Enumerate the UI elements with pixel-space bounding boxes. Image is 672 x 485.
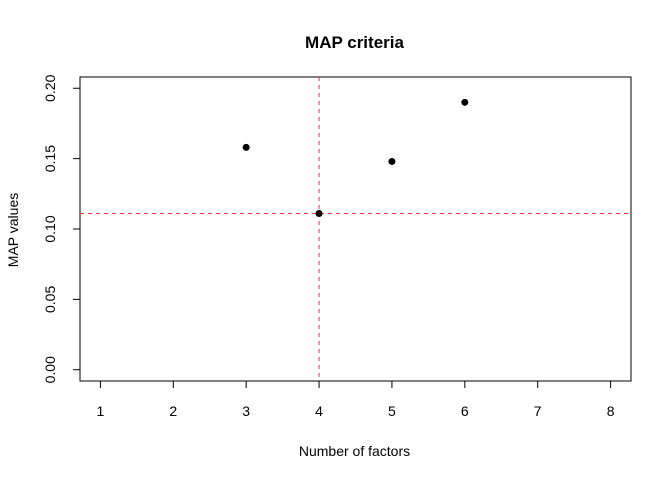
data-point — [242, 143, 250, 151]
x-tick-label: 1 — [97, 403, 105, 419]
y-axis-label: MAP values — [5, 193, 21, 267]
chart-title: MAP criteria — [305, 33, 404, 52]
x-tick-label: 2 — [169, 403, 177, 419]
x-tick-label: 8 — [607, 403, 615, 419]
data-point — [388, 157, 396, 165]
data-point — [461, 98, 469, 106]
y-tick-label: 0.05 — [42, 286, 58, 313]
y-tick-label: 0.00 — [42, 356, 58, 383]
data-point — [315, 210, 323, 218]
plot-layer: 1 2 3 4 5 6 7 8 0.00 0.05 0.10 0.15 0.20 — [42, 74, 632, 419]
x-tick-label: 4 — [315, 403, 323, 419]
y-tick-label: 0.10 — [42, 215, 58, 242]
x-tick-label: 5 — [388, 403, 396, 419]
x-tick-label: 3 — [242, 403, 250, 419]
x-tick-label: 6 — [461, 403, 469, 419]
y-tick-label: 0.20 — [42, 74, 58, 101]
y-tick-label: 0.15 — [42, 145, 58, 172]
x-axis-label: Number of factors — [299, 443, 410, 459]
plot-frame — [79, 76, 632, 382]
x-tick-label: 7 — [534, 403, 542, 419]
